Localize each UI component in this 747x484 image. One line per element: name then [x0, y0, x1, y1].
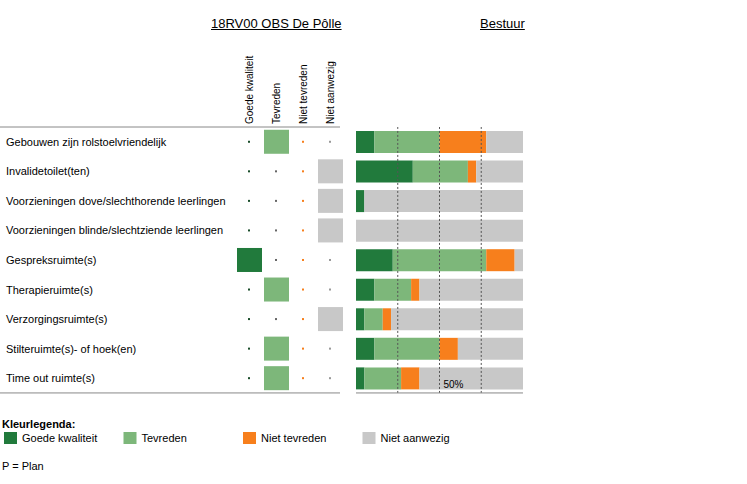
svg-text:Goede kwaliteit: Goede kwaliteit	[22, 432, 97, 444]
svg-text:Therapieruimte(s): Therapieruimte(s)	[8, 284, 93, 296]
html-text:18RV00 OBS De Pôlle: 18RV00 OBS De Pôlle	[211, 16, 342, 31]
svg-text:Stilteruimte(s)- of hoek(en): Stilteruimte(s)- of hoek(en)	[8, 343, 136, 355]
html-text:Bestuur: Bestuur	[480, 16, 525, 31]
svg-text:Tevreden: Tevreden	[271, 83, 282, 124]
svg-text:Voorzieningen dove/slechthoren: Voorzieningen dove/slechthorende leerlin…	[8, 195, 226, 207]
svg-text:Verzorgingsruimte(s): Verzorgingsruimte(s)	[8, 313, 107, 325]
svg-text:Time out ruimte(s): Time out ruimte(s)	[8, 372, 95, 384]
svg-text:P = Plan: P = Plan	[8, 460, 44, 472]
svg-text:Gespreksruimte(s): Gespreksruimte(s)	[8, 254, 96, 266]
svg-text:Niet aanwezig: Niet aanwezig	[381, 432, 450, 444]
svg-text:Niet tevreden: Niet tevreden	[298, 65, 309, 124]
svg-text:50%: 50%	[443, 379, 463, 390]
svg-text:Invalidetoilet(ten): Invalidetoilet(ten)	[8, 165, 90, 177]
svg-text:Tevreden: Tevreden	[142, 432, 187, 444]
svg-text:Niet aanwezig: Niet aanwezig	[325, 61, 336, 124]
svg-text:Goede kwaliteit: Goede kwaliteit	[244, 55, 255, 124]
svg-text:Gebouwen zijn rolstoelvriendel: Gebouwen zijn rolstoelvriendelijk	[8, 136, 167, 148]
svg-text:Niet tevreden: Niet tevreden	[261, 432, 326, 444]
svg-text:Kleurlegenda:: Kleurlegenda:	[8, 418, 75, 430]
svg-text:Voorzieningen blinde/slechtzie: Voorzieningen blinde/slechtziende leerli…	[8, 224, 223, 236]
